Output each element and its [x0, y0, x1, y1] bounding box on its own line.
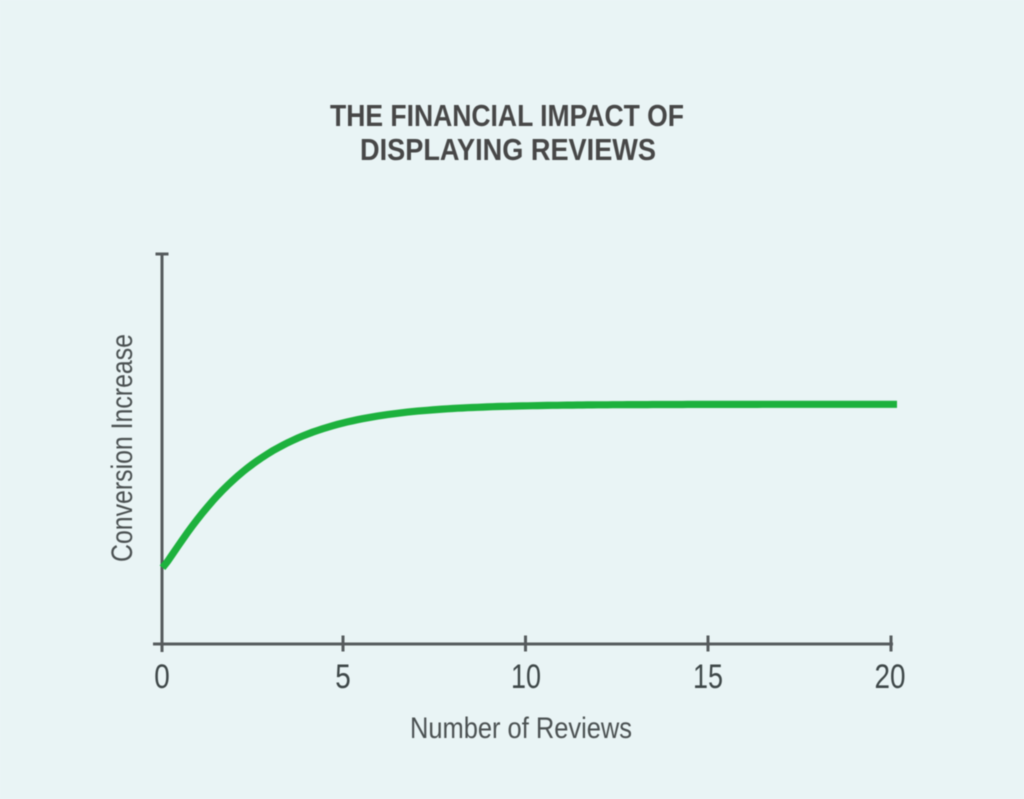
svg-text:0: 0	[154, 658, 170, 696]
svg-text:5: 5	[335, 658, 351, 696]
svg-text:20: 20	[875, 658, 906, 696]
svg-text:DISPLAYING REVIEWS: DISPLAYING REVIEWS	[360, 132, 656, 167]
svg-text:10: 10	[511, 658, 541, 696]
svg-text:Number of Reviews: Number of Reviews	[410, 712, 632, 745]
svg-text:15: 15	[693, 658, 723, 696]
svg-text:Conversion Increase: Conversion Increase	[106, 334, 139, 562]
svg-text:THE FINANCIAL IMPACT OF: THE FINANCIAL IMPACT OF	[330, 98, 684, 133]
